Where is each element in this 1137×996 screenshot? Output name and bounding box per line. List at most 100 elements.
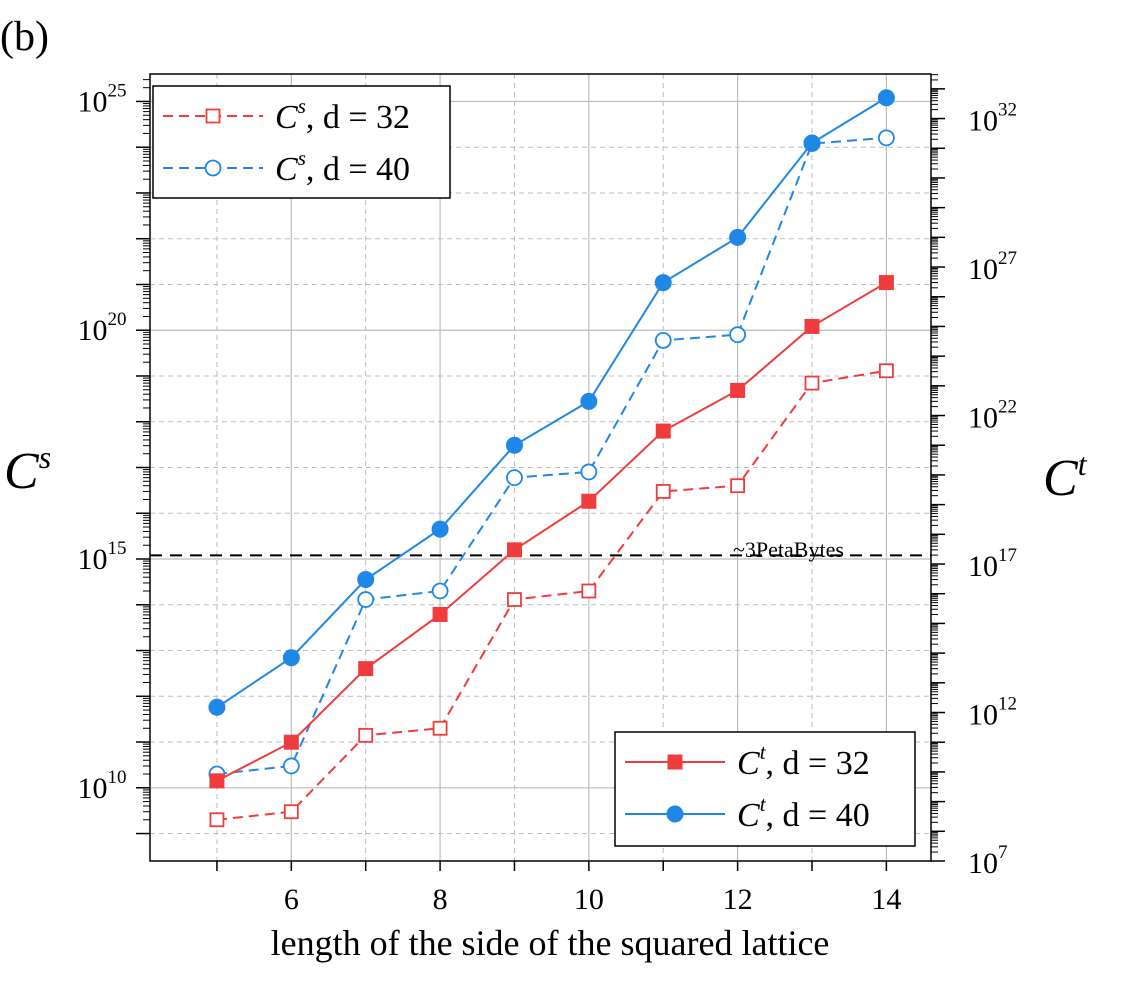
data-point <box>803 134 821 152</box>
left-tick-label: 1015 <box>78 538 127 576</box>
data-point <box>431 582 449 600</box>
y-axis-right-label: Ct <box>1043 446 1088 507</box>
data-point <box>581 493 597 509</box>
right-tick-label: 1017 <box>968 545 1017 583</box>
data-point <box>357 571 375 589</box>
legend-entry: Cs, d = 40 <box>163 146 410 188</box>
legend-symbol-sup: t <box>760 740 767 764</box>
data-point <box>878 363 894 379</box>
right-tick-label-exp: 22 <box>998 397 1017 418</box>
series-line <box>216 96 887 709</box>
legend-name: , d = 40 <box>306 151 410 188</box>
legend-marker <box>205 108 221 124</box>
y-axis-left-label-base: C <box>4 443 40 500</box>
series-line <box>216 136 887 776</box>
left-tick-label-base: 10 <box>78 772 108 805</box>
series-0 <box>209 363 894 828</box>
right-tick-label-base: 10 <box>968 699 998 732</box>
right-tick-label-base: 10 <box>968 402 998 435</box>
right-tick-label-base: 10 <box>968 253 998 286</box>
data-point <box>358 661 374 677</box>
right-tick-label-base: 10 <box>968 105 998 138</box>
data-point <box>878 275 894 291</box>
right-tick-label: 1027 <box>968 248 1017 286</box>
legend-marker <box>667 754 683 770</box>
data-point <box>655 484 671 499</box>
right-tick-label: 1032 <box>968 100 1017 138</box>
data-point <box>655 423 671 439</box>
y-axis-left-label-sup: s <box>39 439 51 475</box>
legend-symbol: C <box>275 99 298 136</box>
series-group <box>208 89 895 828</box>
data-point <box>804 375 820 391</box>
right-tick-label-exp: 17 <box>998 545 1017 566</box>
data-point <box>282 757 300 775</box>
data-point <box>729 228 747 246</box>
data-point <box>877 89 895 107</box>
series-2 <box>209 275 894 789</box>
data-point <box>283 734 299 750</box>
legend-label: Ct, d = 40 <box>737 792 870 834</box>
right-tick-label-exp: 12 <box>998 694 1017 715</box>
legend-name: , d = 40 <box>766 797 870 834</box>
left-tick-label: 1010 <box>78 767 127 805</box>
left-tick-label-base: 10 <box>78 543 108 576</box>
data-point <box>654 331 672 349</box>
data-point <box>358 727 374 743</box>
left-tick-label-exp: 20 <box>108 309 127 330</box>
data-point <box>580 392 598 410</box>
legend-frame <box>614 731 916 847</box>
left-tick-label: 1020 <box>78 309 127 347</box>
data-point <box>357 591 375 608</box>
data-point <box>730 382 746 398</box>
grid <box>150 74 931 861</box>
data-point <box>432 606 448 622</box>
series-line <box>216 369 887 821</box>
data-point <box>283 804 299 820</box>
legend-marker <box>666 805 684 823</box>
y-axis-left-label: Cs <box>4 439 51 500</box>
legend-symbol: C <box>275 151 298 188</box>
legend-symbol: C <box>737 797 760 834</box>
legend-entry: Cs, d = 32 <box>163 94 410 136</box>
left-tick-label-exp: 15 <box>108 538 127 559</box>
data-point <box>209 773 225 789</box>
data-point <box>507 592 522 607</box>
legend-name: , d = 32 <box>766 745 870 782</box>
legend-label: Ct, d = 32 <box>737 740 870 782</box>
x-tick-label: 12 <box>723 883 753 916</box>
x-tick-label: 14 <box>871 883 901 916</box>
legend-label: Cs, d = 32 <box>275 94 410 136</box>
right-tick-label-exp: 32 <box>998 100 1017 121</box>
data-point <box>432 720 448 736</box>
data-point <box>431 520 449 538</box>
right-tick-label: 1012 <box>968 694 1017 732</box>
right-tick-label: 1022 <box>968 397 1017 435</box>
right-tick-label: 107 <box>968 842 1008 880</box>
series-1 <box>208 129 895 783</box>
data-point <box>580 463 598 481</box>
data-point <box>804 318 820 334</box>
panel-label: (b) <box>0 14 49 60</box>
series-line <box>216 281 887 782</box>
data-point <box>729 326 747 344</box>
data-point <box>506 469 523 487</box>
right-tick-label-base: 10 <box>968 847 998 880</box>
data-point <box>581 583 597 599</box>
reference-annotation: ~3PetaBytes <box>733 537 844 562</box>
legend-marker <box>204 159 222 177</box>
legend-frame <box>152 85 451 199</box>
legend-symbol-sup: s <box>298 146 306 170</box>
y-axis-right-label-base: C <box>1043 450 1079 507</box>
legend-symbol-sup: s <box>298 94 306 118</box>
legend-symbol: C <box>737 745 760 782</box>
x-tick-label: 10 <box>574 883 604 916</box>
legend-entry: Ct, d = 40 <box>625 792 870 834</box>
x-tick-label: 8 <box>433 883 448 916</box>
data-point <box>282 649 300 667</box>
